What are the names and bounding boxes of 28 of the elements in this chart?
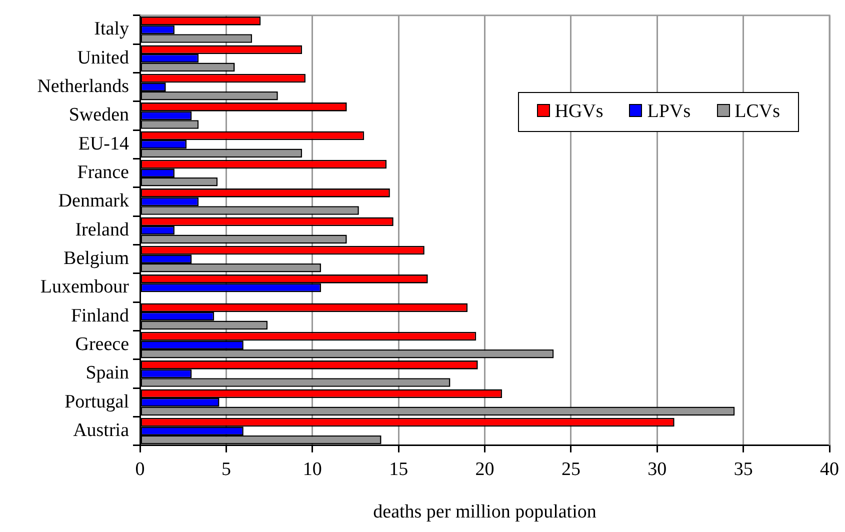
y-tick-label: Ireland <box>75 219 130 240</box>
y-tick-label: Italy <box>94 18 130 40</box>
y-tick-label: Portugal <box>64 391 129 412</box>
legend-label: HGVs <box>554 101 604 123</box>
x-tick-label: 5 <box>221 458 231 480</box>
y-tick-label: France <box>77 162 129 184</box>
x-tick-label: 10 <box>302 458 322 480</box>
y-tick-label: Finland <box>70 305 130 326</box>
x-tick-label: 25 <box>561 458 580 480</box>
y-tick-label: Luxembour <box>40 276 130 298</box>
y-tick-label: Spain <box>86 362 130 384</box>
x-tick-label: 15 <box>389 458 408 480</box>
x-tick-label: 35 <box>734 458 753 480</box>
x-tick-label: 20 <box>475 458 494 480</box>
x-axis-title: deaths per million population <box>373 502 597 523</box>
y-tick-label: United <box>77 47 130 68</box>
legend-label: LPVs <box>646 101 691 123</box>
x-tick-label: 0 <box>135 458 145 480</box>
y-tick-label: Austria <box>73 420 130 442</box>
y-tick-label: EU-14 <box>78 133 130 154</box>
y-tick-label: Denmark <box>58 190 130 212</box>
legend-label: LCVs <box>734 101 780 123</box>
y-tick-label: Greece <box>75 334 129 356</box>
y-tick-label: Netherlands <box>37 76 129 98</box>
y-tick-label: Sweden <box>68 104 130 126</box>
x-tick-label: 30 <box>648 458 667 480</box>
x-tick-label: 40 <box>820 458 839 480</box>
y-tick-label: Belgium <box>64 248 130 270</box>
